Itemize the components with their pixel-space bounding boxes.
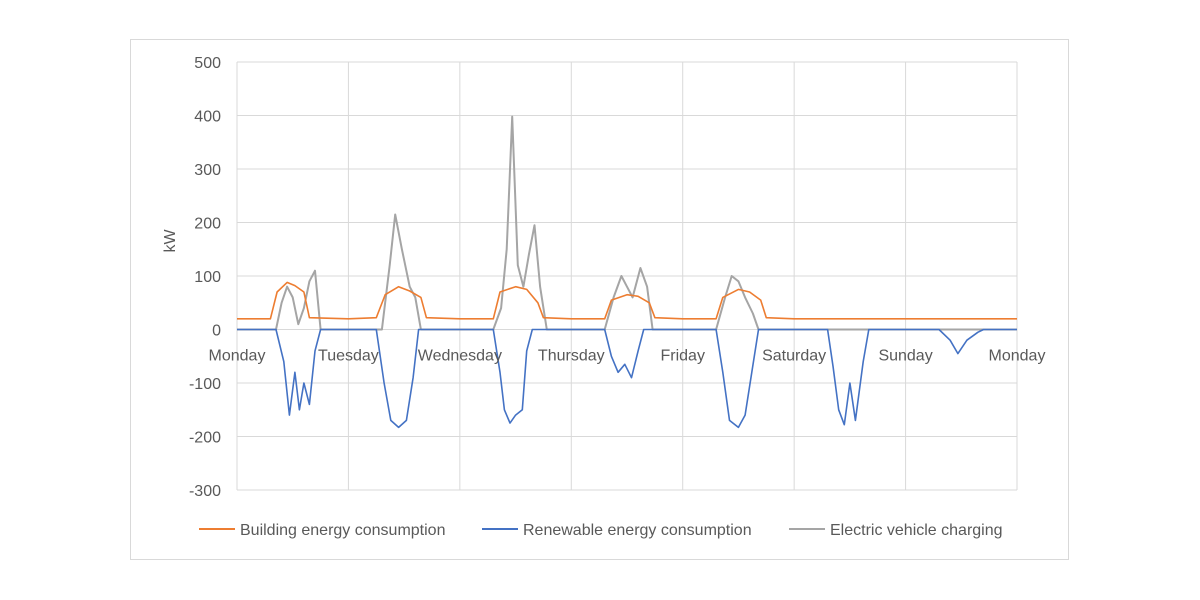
legend-label: Building energy consumption <box>240 522 445 539</box>
x-tick-label: Thursday <box>538 348 605 365</box>
line-chart: 500 400 300 200 100 0 -100 -200 -300 Monday Tuesd… <box>162 55 1046 539</box>
x-tick-labels: Monday Tuesday Wednesday Thursday Friday Satu… <box>209 348 1046 365</box>
y-tick-label: 200 <box>194 216 221 233</box>
chart-frame: 500 400 300 200 100 0 -100 -200 -300 Monday Tuesd… <box>130 39 1069 560</box>
legend-label: Renewable energy consumption <box>523 522 752 539</box>
x-tick-label: Tuesday <box>318 348 379 365</box>
y-tick-label: 400 <box>194 109 221 126</box>
legend-label: Electric vehicle charging <box>830 522 1003 539</box>
legend: Building energy consumption Renewable ene… <box>199 522 1003 539</box>
x-tick-label: Monday <box>209 348 266 365</box>
y-tick-label: -300 <box>189 483 221 500</box>
y-tick-label: 500 <box>194 55 221 72</box>
y-tick-label: 300 <box>194 162 221 179</box>
y-tick-label: 100 <box>194 269 221 286</box>
y-axis-title: kW <box>162 229 179 253</box>
y-tick-label: -200 <box>189 430 221 447</box>
series-line-1 <box>237 328 1017 429</box>
x-tick-label: Sunday <box>878 348 932 365</box>
x-tick-label: Friday <box>660 348 704 365</box>
x-tick-label: Wednesday <box>418 348 502 365</box>
series-layer <box>237 115 1017 429</box>
series-line-0 <box>237 281 1017 320</box>
series-line-2 <box>237 115 1017 331</box>
x-tick-label: Saturday <box>762 348 826 365</box>
y-tick-labels: 500 400 300 200 100 0 -100 -200 -300 <box>189 55 221 500</box>
grid-layer <box>236 61 1018 491</box>
y-tick-label: -100 <box>189 376 221 393</box>
x-tick-label: Monday <box>989 348 1046 365</box>
y-tick-label: 0 <box>212 323 221 340</box>
